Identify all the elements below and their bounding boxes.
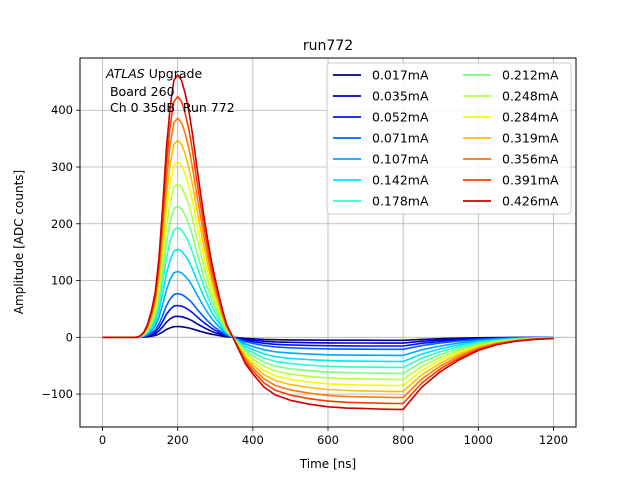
grid bbox=[80, 58, 576, 427]
series-line bbox=[102, 315, 554, 344]
x-tick-label: 800 bbox=[392, 433, 414, 447]
legend-label: 0.017mA bbox=[372, 68, 429, 83]
annotation-upgrade: Upgrade bbox=[145, 66, 203, 81]
axis-ticks: 0 200 400 600 800 1000 1200 −100 0 100 200 300 400 bbox=[41, 103, 568, 447]
x-axis-label: Time [ns] bbox=[299, 457, 356, 471]
legend-frame bbox=[326, 62, 572, 215]
series-line bbox=[102, 270, 554, 357]
x-tick-label: 1200 bbox=[539, 433, 568, 447]
series-line bbox=[102, 183, 554, 381]
annotation-box: ATLAS Upgrade Board 260 Ch 0 35dB Run 77… bbox=[105, 66, 235, 115]
series-line bbox=[102, 74, 554, 411]
series-line bbox=[102, 325, 554, 342]
y-tick-label: 0 bbox=[66, 330, 73, 344]
legend-label: 0.142mA bbox=[372, 173, 429, 188]
legend-label: 0.035mA bbox=[372, 89, 429, 104]
annotation-line-3: Ch 0 35dB Run 772 bbox=[106, 100, 235, 115]
x-tick-label: 200 bbox=[167, 433, 189, 447]
legend-label: 0.356mA bbox=[502, 152, 559, 167]
y-tick-label: 400 bbox=[51, 103, 73, 117]
legend-label: 0.319mA bbox=[502, 131, 559, 146]
legend-label: 0.107mA bbox=[372, 152, 429, 167]
y-tick-label: −100 bbox=[41, 387, 73, 401]
x-tick-label: 1000 bbox=[464, 433, 493, 447]
annotation-line-1: ATLAS Upgrade bbox=[105, 66, 202, 81]
legend-label: 0.248mA bbox=[502, 89, 559, 104]
series-line bbox=[102, 292, 554, 351]
series-lines bbox=[102, 74, 554, 411]
annotation-line-2: Board 260 bbox=[106, 84, 175, 99]
x-tick-label: 600 bbox=[317, 433, 339, 447]
legend-label: 0.052mA bbox=[372, 110, 429, 125]
series-line bbox=[102, 304, 554, 347]
series-line bbox=[102, 226, 554, 369]
annotation-atlas: ATLAS bbox=[105, 66, 145, 81]
y-tick-label: 100 bbox=[51, 274, 73, 288]
legend-label: 0.212mA bbox=[502, 68, 559, 83]
legend-label: 0.426mA bbox=[502, 194, 559, 209]
legend-label: 0.284mA bbox=[502, 110, 559, 125]
y-tick-label: 300 bbox=[51, 160, 73, 174]
legend-label: 0.391mA bbox=[502, 173, 559, 188]
y-tick-label: 200 bbox=[51, 217, 73, 231]
legend: 0.017mA 0.035mA 0.052mA 0.071mA 0.107mA 0.142… bbox=[326, 62, 572, 215]
series-line bbox=[102, 205, 554, 375]
chart-title: run772 bbox=[303, 38, 353, 54]
series-line bbox=[102, 248, 554, 363]
legend-label: 0.071mA bbox=[372, 131, 429, 146]
y-axis-label: Amplitude [ADC counts] bbox=[12, 170, 26, 314]
x-tick-label: 400 bbox=[242, 433, 264, 447]
legend-label: 0.178mA bbox=[372, 194, 429, 209]
x-tick-label: 0 bbox=[99, 433, 106, 447]
